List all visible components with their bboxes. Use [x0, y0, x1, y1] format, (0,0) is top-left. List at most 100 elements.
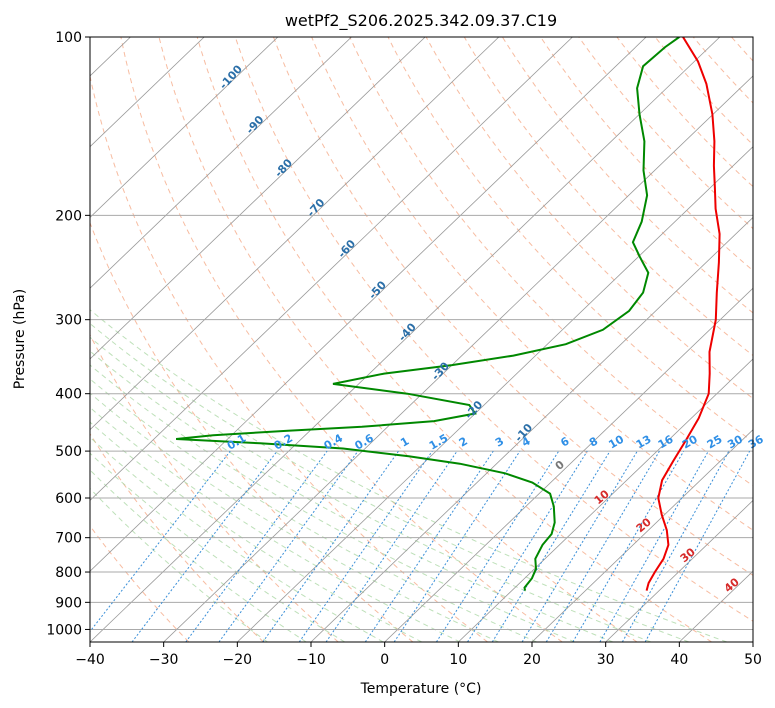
mixing-ratio-line [185, 450, 328, 642]
x-tick-label: 50 [744, 652, 762, 668]
isotherm-label: -70 [305, 196, 328, 220]
isotherm-line [0, 37, 57, 642]
y-tick-label: 900 [55, 595, 82, 611]
zero-label: 0 [553, 458, 567, 473]
mixing-ratio-label: 0.6 [352, 431, 376, 452]
dry-adiabat [120, 37, 563, 642]
dry-adiabat [387, 37, 753, 443]
mixing-ratio-label: 2 [457, 435, 470, 450]
dry-adiabat [196, 37, 712, 642]
isotherm-line [90, 37, 573, 502]
isotherm-label: -30 [429, 359, 452, 383]
dry-adiabat [234, 37, 753, 622]
moist-adiabat [90, 378, 537, 642]
isotherm-line [752, 641, 753, 642]
plot-frame [89, 36, 754, 643]
moist-adiabat [90, 436, 384, 642]
isotherm-line [90, 37, 426, 360]
isotherm-label: -80 [272, 156, 295, 180]
isotherm-line [90, 37, 500, 431]
mixing-ratio-label: 16 [656, 432, 676, 451]
dry-adiabat [425, 37, 753, 400]
isotherm-line [384, 287, 753, 642]
theta-label: 40 [722, 575, 742, 595]
y-tick-label: 800 [55, 565, 82, 581]
mixing-ratio-line [467, 450, 588, 642]
series-area [175, 37, 721, 591]
y-tick-label: 1000 [46, 622, 82, 638]
dry-adiabat [770, 37, 775, 642]
mixing-ratio-line [644, 450, 751, 642]
x-tick-label: −20 [223, 652, 253, 668]
mixing-ratio-label: 6 [558, 434, 571, 449]
mixing-ratio-label: 36 [746, 432, 766, 451]
dry-adiabat [692, 37, 753, 104]
moist-adiabat [90, 364, 575, 642]
isotherm-line [237, 146, 753, 642]
mixing-ratio-line [572, 450, 685, 642]
dry-adiabat [349, 37, 753, 487]
mixing-ratio-line [599, 450, 709, 642]
moist-adiabat [90, 322, 690, 642]
x-tick-label: 40 [670, 652, 688, 668]
isotherm-line [90, 37, 647, 572]
moist-adiabat [90, 350, 614, 642]
mixing-ratio-label: 3 [493, 435, 506, 450]
x-tick-label: −30 [149, 652, 179, 668]
mixing-ratio-line [545, 450, 660, 642]
theta-label: 10 [592, 487, 612, 507]
x-tick-label: 30 [597, 652, 615, 668]
isotherm-label: -60 [335, 237, 358, 261]
x-tick-label: −10 [296, 652, 326, 668]
moist-adiabat [90, 392, 499, 642]
dry-adiabat [578, 37, 753, 230]
mixing-ratio-label: 20 [680, 432, 700, 451]
mixing-ratio-label: 10 [606, 432, 626, 451]
y-tick-label: 100 [55, 30, 82, 46]
mixing-ratio-label: 13 [634, 433, 654, 452]
x-axis-title: Temperature (°C) [360, 681, 482, 697]
moist-adiabat [90, 421, 422, 642]
y-tick-label: 600 [55, 491, 82, 507]
dry-adiabat [311, 37, 753, 531]
mixing-ratio-line [491, 450, 611, 642]
isotherm-line [163, 75, 753, 642]
dry-adiabat [158, 37, 638, 642]
isotherm-label: -100 [217, 62, 245, 91]
mixing-ratio-label: 0.2 [272, 432, 295, 453]
mixing-ratio-line [325, 450, 458, 642]
mixing-ratio-line [521, 450, 638, 642]
y-axis-title: Pressure (hPa) [12, 289, 28, 389]
isotherm-line [90, 37, 352, 289]
x-tick-label: −40 [75, 652, 105, 668]
dewpoint-profile [175, 37, 680, 591]
dry-adiabat [90, 432, 264, 642]
y-axis: 100 200 300 400 500 600 700 800 900 1000 [46, 30, 90, 638]
mixing-ratio-label: 4 [520, 434, 533, 449]
mixing-ratio-line [435, 450, 560, 642]
dry-adiabat [273, 37, 753, 576]
x-axis: −40 −30 −20 −10 0 10 20 30 40 50 [75, 642, 762, 668]
isotherm-line [90, 37, 279, 218]
moist-adiabat [90, 406, 461, 642]
mixing-ratio-line [262, 450, 399, 642]
x-tick-label: 0 [380, 652, 389, 668]
isotherm-line [458, 358, 753, 642]
mixing-ratio-line [364, 450, 494, 642]
mixing-ratio-line [393, 450, 521, 642]
chart-title: wetPf2_S206.2025.342.09.37.C19 [285, 11, 557, 31]
mixing-ratio-line [218, 450, 359, 642]
y-tick-label: 700 [55, 531, 82, 547]
moist-adiabat [90, 336, 652, 642]
plot-area [0, 37, 775, 642]
x-tick-label: 20 [523, 652, 541, 668]
y-tick-label: 300 [55, 313, 82, 329]
isotherm-line [605, 499, 753, 642]
dry-adiabat [90, 525, 190, 642]
mixing-ratio-line [90, 450, 231, 633]
theta-label: 30 [678, 545, 698, 565]
mixing-ratio-line [621, 450, 730, 642]
dry-adiabat [654, 37, 753, 146]
y-tick-label: 400 [55, 387, 82, 403]
